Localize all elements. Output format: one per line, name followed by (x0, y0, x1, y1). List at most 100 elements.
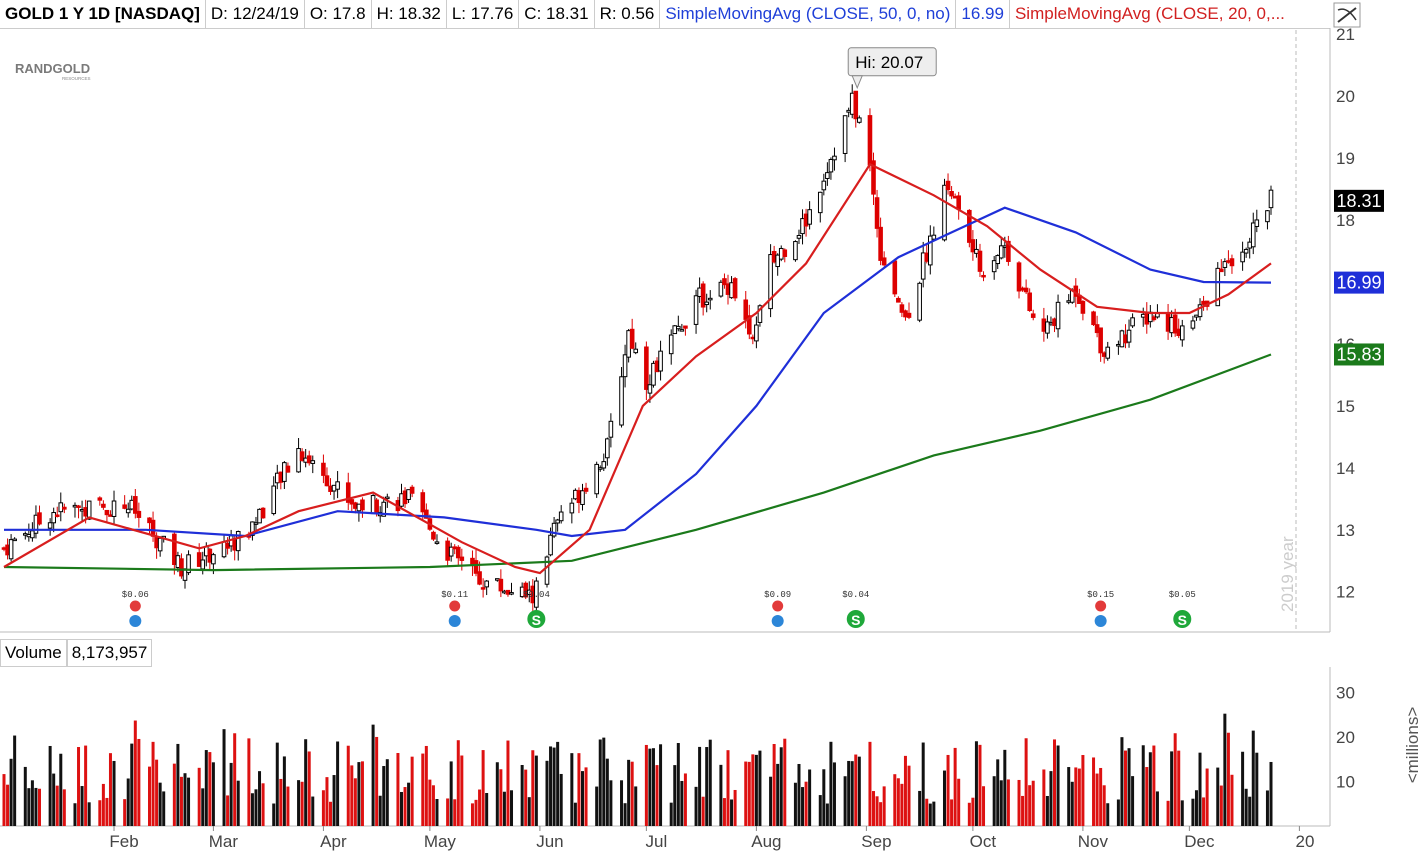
volume-bar (233, 733, 237, 826)
volume-bar (407, 782, 411, 826)
volume-bar (449, 761, 453, 826)
volume-bar (399, 791, 403, 826)
volume-bar (1166, 800, 1170, 826)
event-amount: $0.15 (1087, 590, 1114, 600)
volume-bar (999, 780, 1003, 826)
candle-body (1197, 304, 1203, 318)
volume-bar (1092, 757, 1096, 826)
candle-body (580, 490, 585, 505)
x-tick-label: Mar (209, 832, 239, 851)
candle-body (253, 522, 259, 525)
volume-bar (148, 766, 152, 826)
volume-bar (183, 773, 187, 826)
volume-bar (1223, 713, 1227, 826)
volume-bar (708, 739, 712, 826)
volume-bar (694, 786, 698, 826)
volume-bar (609, 780, 613, 826)
volume-bar (655, 765, 659, 826)
last-price-badge (1334, 189, 1384, 212)
candle-body (629, 328, 635, 349)
candle-body (1172, 314, 1178, 334)
volume-bar (996, 759, 1000, 826)
candle-body (406, 489, 411, 500)
volume-bar (854, 754, 858, 826)
candle-body (874, 197, 880, 229)
volume-bar (953, 747, 957, 826)
volume-bar (1145, 767, 1149, 826)
volume-bar (896, 778, 900, 826)
volume-bar (254, 789, 258, 826)
candle-body (544, 556, 550, 585)
info-bulb-icon (1094, 615, 1107, 627)
candle-body (122, 504, 127, 509)
volume-bar (783, 738, 787, 826)
candle-body (1265, 210, 1270, 223)
volume-bar (446, 798, 450, 826)
event-amount: $0.09 (764, 590, 791, 600)
volume-bar (360, 761, 364, 826)
volume-bar (279, 778, 283, 826)
volume-bar (1049, 771, 1053, 826)
volume-bar (1031, 780, 1035, 826)
volume-bar (779, 747, 783, 826)
sma20-study-label[interactable]: SimpleMovingAvg (CLOSE, 20, 0,... (1014, 4, 1285, 23)
info-bulb-icon (448, 615, 461, 627)
candle-body (881, 257, 887, 266)
candle-body (133, 496, 138, 514)
candle-body (349, 499, 355, 505)
volume-bar (250, 793, 254, 826)
volume-bar (651, 748, 655, 826)
open-readout: O: 17.8 (305, 0, 372, 28)
volume-bar (247, 738, 251, 826)
x-tick-label: Aug (751, 832, 781, 851)
volume-bar (1095, 773, 1099, 826)
candle-body (583, 487, 589, 492)
volume-bar (336, 741, 340, 826)
candle-body (768, 254, 773, 310)
candle-body (424, 509, 429, 519)
volume-bar (382, 766, 386, 826)
volume-bar (1074, 767, 1078, 826)
candle-body (285, 465, 291, 473)
candle-body (597, 467, 603, 470)
candle-body (998, 245, 1004, 259)
volume-bar (1244, 788, 1248, 826)
candle-body (76, 505, 81, 508)
volume-bar (453, 799, 457, 826)
volume-value: 8,173,957 (66, 639, 153, 667)
volume-bar (1219, 785, 1223, 826)
volume-bar (204, 750, 208, 826)
volume-bar (1255, 752, 1259, 826)
candle-body (594, 463, 599, 495)
candle-body (200, 559, 206, 570)
last-price-badge-text: 18.31 (1336, 191, 1381, 211)
volume-bar (506, 740, 510, 826)
candle-body (434, 541, 440, 544)
volume-bar (1106, 803, 1110, 826)
volume-bar (201, 788, 205, 826)
volume-bar (1191, 798, 1195, 826)
volume-bar (258, 771, 262, 826)
volume-axis: 10 20 30 (1336, 683, 1355, 791)
volume-bar (531, 750, 535, 826)
candle-body (754, 324, 759, 342)
symbol-label[interactable]: GOLD 1 Y 1D [NASDAQ] (0, 0, 206, 28)
candle-body (817, 191, 823, 214)
candle-body (633, 348, 639, 354)
candle-body (942, 184, 947, 241)
sma50-study-label[interactable]: SimpleMovingAvg (CLOSE, 50, 0, no) (660, 0, 957, 28)
drawing-tool-button[interactable] (1333, 2, 1361, 28)
candle-body (1055, 301, 1061, 330)
volume-bar (428, 779, 432, 826)
candle-body (211, 554, 216, 565)
volume-bar (23, 766, 27, 826)
volume-bar (882, 786, 886, 826)
candle-body (448, 546, 454, 557)
candle-body (995, 255, 1001, 265)
volume-bar (900, 783, 904, 826)
volume-bar (825, 803, 829, 826)
volume-bar (307, 751, 311, 826)
volume-bar (967, 802, 971, 826)
candle-body (384, 496, 390, 500)
